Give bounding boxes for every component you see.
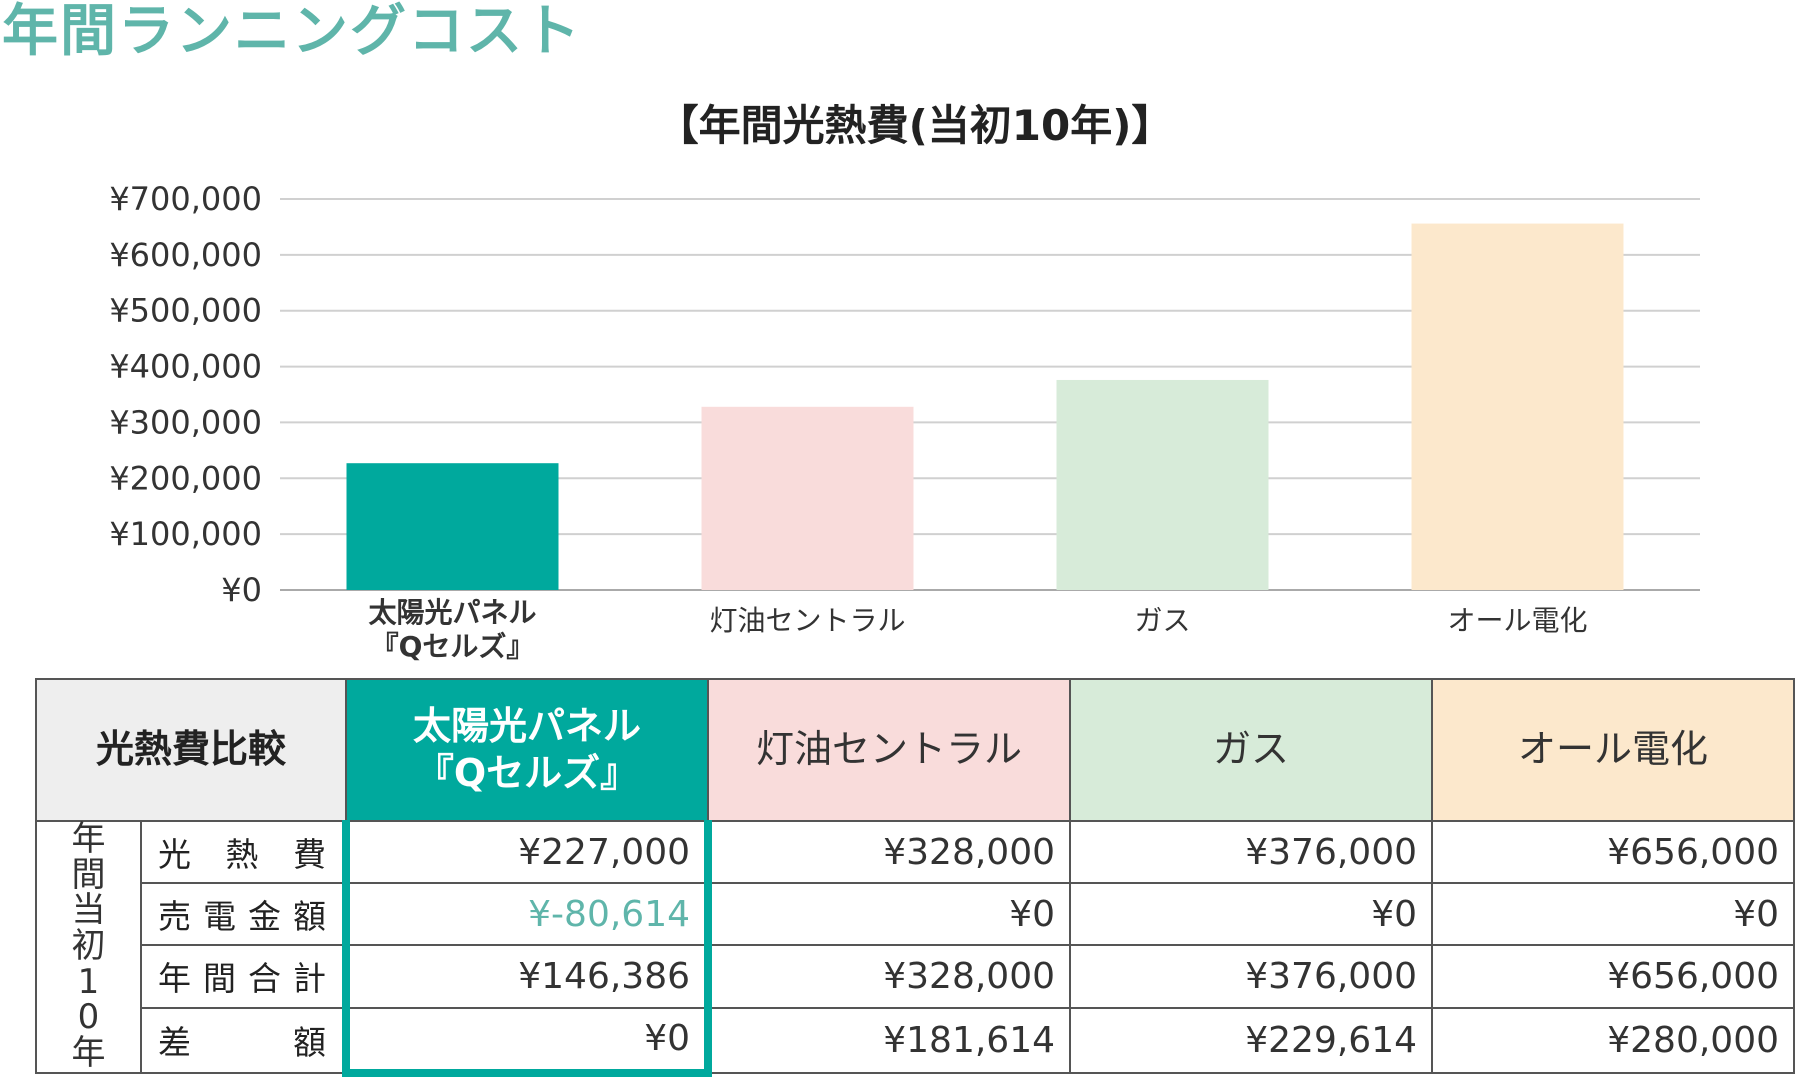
- row-label-difference: 差額: [139, 1006, 348, 1074]
- cell-electric-utility: ¥656,000: [1431, 819, 1796, 885]
- cell-solar-utility: ¥227,000: [342, 819, 713, 885]
- table-row: 差額 ¥0 ¥181,614 ¥229,614 ¥280,000: [36, 1006, 1796, 1077]
- column-header-electric: オール電化: [1431, 678, 1796, 822]
- bar: [1411, 223, 1624, 590]
- cell-electric-sales: ¥0: [1431, 882, 1796, 947]
- row-label-utility: 光熱費: [139, 819, 348, 885]
- x-tick-label: ガス: [1134, 604, 1190, 637]
- row-label-total: 年間合計: [139, 944, 348, 1009]
- group-label: 年間当初10年: [71, 819, 106, 1074]
- x-tick-label: 『Qセルズ』: [371, 630, 535, 663]
- y-tick-label: ¥500,000: [109, 292, 262, 330]
- cell-electric-total: ¥656,000: [1431, 944, 1796, 1009]
- table-header-row: 光熱費比較 太陽光パネル 『Qセルズ』 灯油セントラル ガス オール電化: [34, 678, 1796, 822]
- column-header-kerosene: 灯油セントラル: [707, 678, 1072, 822]
- y-tick-label: ¥100,000: [109, 515, 262, 553]
- page-heading: 年間ランニングコスト: [2, 0, 582, 64]
- column-header-solar-line1: 太陽光パネル: [413, 703, 642, 748]
- table-row: 売電金額 ¥-80,614 ¥0 ¥0 ¥0: [36, 882, 1796, 947]
- y-tick-label: ¥700,000: [109, 180, 262, 218]
- cell-solar-difference: ¥0: [342, 1006, 713, 1077]
- chart-title: 【年間光熱費(当初10年)】: [657, 101, 1174, 150]
- cell-gas-total: ¥376,000: [1069, 944, 1434, 1009]
- column-header-gas: ガス: [1069, 678, 1434, 822]
- y-tick-label: ¥400,000: [109, 348, 262, 386]
- column-header-solar-line2: 『Qセルズ』: [415, 751, 639, 795]
- corner-header: 光熱費比較: [34, 678, 348, 822]
- bars: [346, 223, 1624, 590]
- cell-gas-sales: ¥0: [1069, 882, 1434, 947]
- cell-kerosene-difference: ¥181,614: [707, 1006, 1072, 1074]
- x-tick-label: オール電化: [1447, 604, 1587, 637]
- cell-kerosene-utility: ¥328,000: [707, 819, 1072, 885]
- x-axis-labels: 太陽光パネル『Qセルズ』 灯油セントラル ガス オール電化: [368, 596, 1587, 663]
- y-axis-labels: ¥0 ¥100,000 ¥200,000 ¥300,000 ¥400,000 ¥500,0…: [109, 180, 262, 609]
- cell-solar-sales: ¥-80,614: [342, 882, 713, 947]
- row-label-sales: 売電金額: [139, 882, 348, 947]
- bar: [701, 406, 914, 590]
- x-tick-label: 灯油セントラル: [709, 604, 905, 637]
- cell-gas-difference: ¥229,614: [1069, 1006, 1434, 1074]
- table-row: 年間当初10年 光熱費 ¥227,000 ¥328,000 ¥376,000 ¥…: [35, 819, 1796, 1074]
- cell-solar-total: ¥146,386: [342, 944, 713, 1009]
- group-label-cell: 年間当初10年: [35, 819, 142, 1074]
- column-header-solar: 太陽光パネル 『Qセルズ』: [345, 678, 710, 822]
- y-tick-label: ¥300,000: [109, 403, 262, 441]
- bar: [346, 463, 559, 590]
- bar: [1056, 379, 1269, 590]
- bar-chart: 【年間光熱費(当初10年)】 ¥0 ¥100,000 ¥200,000 ¥300,00…: [109, 101, 1700, 663]
- cell-kerosene-sales: ¥0: [707, 882, 1072, 947]
- y-tick-label: ¥0: [221, 571, 262, 609]
- table-row: 年間合計 ¥146,386 ¥328,000 ¥376,000 ¥656,000: [36, 944, 1796, 1009]
- x-tick-label: 太陽光パネル: [368, 596, 536, 629]
- cell-electric-difference: ¥280,000: [1431, 1006, 1796, 1074]
- y-tick-label: ¥200,000: [109, 459, 262, 497]
- cell-kerosene-total: ¥328,000: [707, 944, 1072, 1009]
- y-tick-label: ¥600,000: [109, 236, 262, 274]
- cell-gas-utility: ¥376,000: [1069, 819, 1434, 885]
- cost-comparison-table: 光熱費比較 太陽光パネル 『Qセルズ』 灯油セントラル ガス オール電化 年間当…: [34, 678, 1796, 1077]
